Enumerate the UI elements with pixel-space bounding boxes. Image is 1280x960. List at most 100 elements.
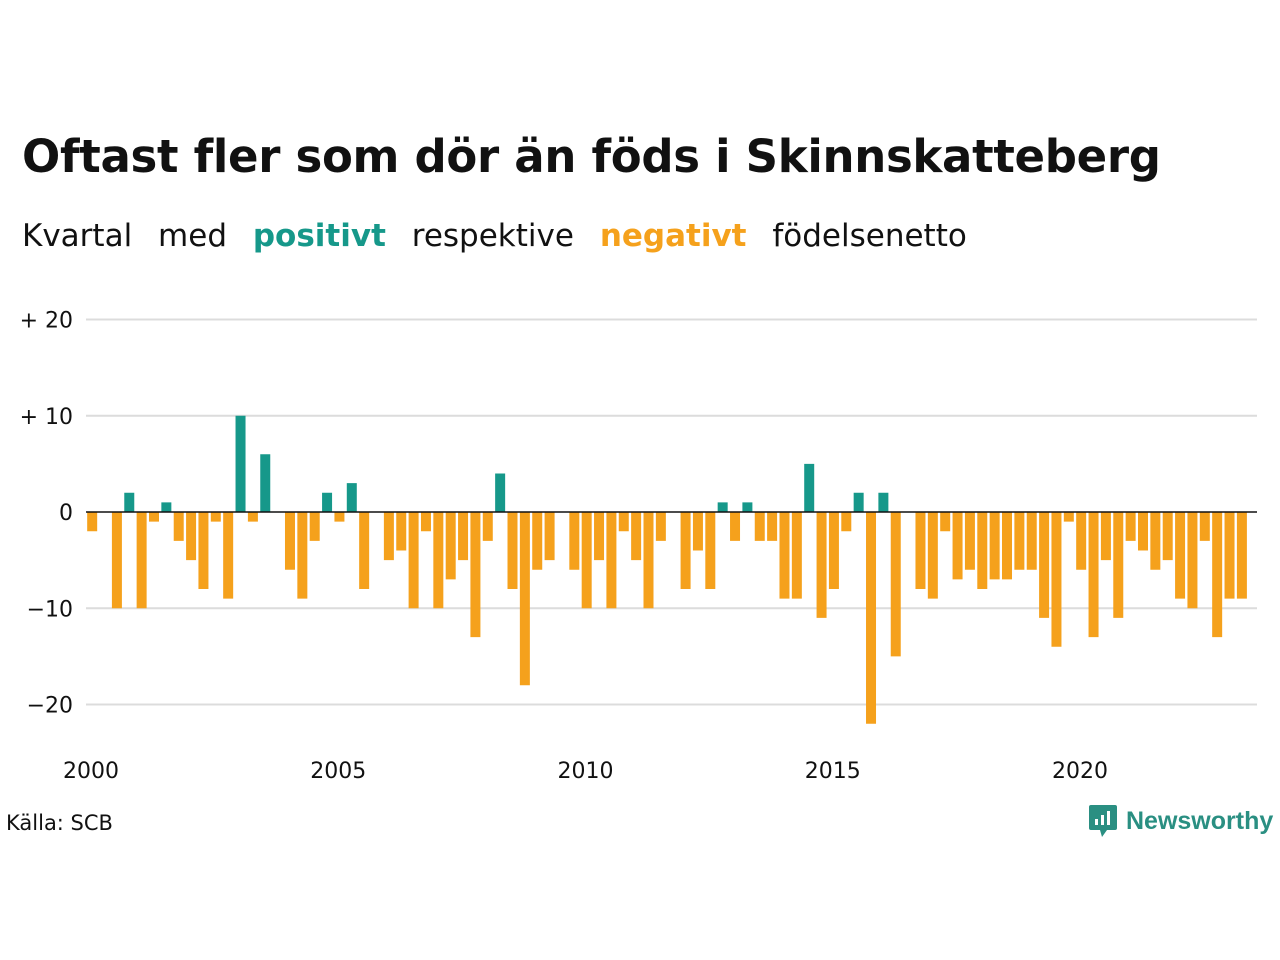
bar	[742, 502, 753, 512]
bar	[334, 512, 345, 522]
bar	[87, 512, 98, 532]
subtitle-word-quarter: Kvartal	[22, 218, 133, 254]
bar	[816, 512, 827, 618]
bar	[878, 492, 889, 512]
bar	[940, 512, 951, 532]
bar	[841, 512, 852, 532]
brand-name: Newsworthy	[1126, 806, 1274, 835]
bar	[581, 512, 592, 609]
bar	[445, 512, 456, 580]
bar	[186, 512, 197, 561]
bar	[396, 512, 407, 551]
bar	[754, 512, 765, 541]
bar	[420, 512, 431, 532]
bar	[458, 512, 469, 561]
bar	[655, 512, 666, 541]
x-tick-label: 2020	[1052, 759, 1108, 784]
bar	[1113, 512, 1124, 618]
bar	[1039, 512, 1050, 618]
bar	[964, 512, 975, 570]
bar	[977, 512, 988, 589]
bar	[173, 512, 184, 541]
bar	[1162, 512, 1173, 561]
chart-subtitle: Kvartal med positivt respektive negativt…	[22, 218, 983, 254]
bar	[791, 512, 802, 599]
bar	[1212, 512, 1223, 638]
bar	[1125, 512, 1136, 541]
bar	[322, 492, 333, 512]
bar	[1175, 512, 1186, 599]
bar	[1076, 512, 1087, 570]
bar	[989, 512, 1000, 580]
bar	[717, 502, 728, 512]
bar	[1051, 512, 1062, 647]
x-tick-label: 2000	[63, 759, 119, 784]
subtitle-word-respectively: respektive	[411, 218, 574, 254]
bar	[223, 512, 234, 599]
bar	[1063, 512, 1074, 522]
chart-title: Oftast fler som dör än föds i Skinnskatt…	[22, 130, 1161, 183]
bar	[594, 512, 605, 561]
bar	[1187, 512, 1198, 609]
bar	[804, 463, 815, 512]
bar	[1014, 512, 1025, 570]
bar	[544, 512, 555, 561]
bar	[618, 512, 629, 532]
bar	[247, 512, 258, 522]
bar	[730, 512, 741, 541]
bar	[124, 492, 135, 512]
bar	[136, 512, 147, 609]
bar	[853, 492, 864, 512]
subtitle-word-birth-net: födelsenetto	[772, 218, 967, 254]
newsworthy-logo-icon	[1089, 805, 1117, 837]
bar	[470, 512, 481, 638]
bar	[161, 502, 172, 512]
bar	[309, 512, 320, 541]
bar	[606, 512, 617, 609]
bar	[569, 512, 580, 570]
y-tick-label: −20	[27, 694, 73, 719]
bar	[111, 512, 122, 609]
bar	[198, 512, 209, 589]
bar	[1199, 512, 1210, 541]
subtitle-word-with: med	[158, 218, 227, 254]
bar	[779, 512, 790, 599]
bar	[532, 512, 543, 570]
y-tick-label: −10	[27, 597, 73, 622]
x-tick-label: 2010	[558, 759, 614, 784]
bar	[1224, 512, 1235, 599]
legend-positive: positivt	[252, 218, 386, 254]
bar	[767, 512, 778, 541]
x-tick-label: 2005	[310, 759, 366, 784]
bar	[866, 512, 877, 724]
bar	[433, 512, 444, 609]
bar	[148, 512, 159, 522]
bar	[1002, 512, 1013, 580]
bar	[495, 473, 506, 512]
bar	[519, 512, 530, 686]
bar	[346, 483, 357, 512]
bar	[927, 512, 938, 599]
bar	[705, 512, 716, 589]
bar	[1088, 512, 1099, 638]
bar	[260, 454, 271, 512]
bar	[210, 512, 221, 522]
bar	[1137, 512, 1148, 551]
newsworthy-logo: Newsworthy	[1088, 804, 1273, 838]
y-tick-label: + 10	[20, 405, 73, 430]
bar	[482, 512, 493, 541]
bar	[1150, 512, 1161, 570]
bar	[1026, 512, 1037, 570]
bar	[643, 512, 654, 609]
x-tick-label: 2015	[805, 759, 861, 784]
y-tick-label: 0	[59, 501, 73, 526]
bar	[1100, 512, 1111, 561]
source-label: Källa: SCB	[6, 811, 113, 835]
bar	[890, 512, 901, 657]
bar	[828, 512, 839, 589]
legend-negative: negativt	[599, 218, 747, 254]
bar	[359, 512, 370, 589]
bar	[383, 512, 394, 561]
bar	[507, 512, 518, 589]
bar	[631, 512, 642, 561]
